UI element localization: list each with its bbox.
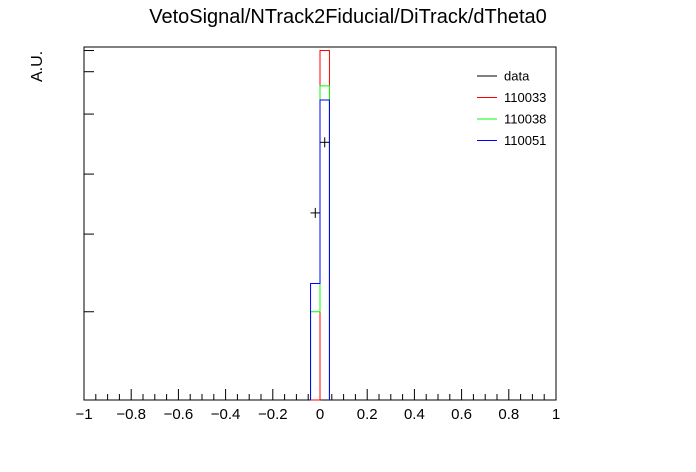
x-tick-label: −0.4 — [211, 406, 241, 423]
legend-label-110038: 110038 — [504, 112, 546, 127]
x-tick-label: −0.8 — [116, 406, 146, 423]
x-tick-label: 0.4 — [404, 406, 425, 423]
chart-title: VetoSignal/NTrack2Fiducial/DiTrack/dThet… — [149, 6, 547, 28]
x-tick-label: 0.8 — [498, 406, 519, 423]
series-110051-step — [310, 99, 330, 400]
legend-label-110051: 110051 — [504, 133, 546, 148]
x-tick-label: −0.6 — [164, 406, 194, 423]
x-tick-label: 0.2 — [357, 406, 378, 423]
x-tick-label: 0.6 — [451, 406, 472, 423]
legend: data 110033 110038 110051 — [477, 69, 546, 148]
x-tick-label: 0 — [316, 406, 324, 423]
legend-label-data: data — [504, 69, 530, 84]
legend-label-110033: 110033 — [504, 90, 546, 105]
x-tick-label: −0.2 — [258, 406, 288, 423]
x-tick-label: −1 — [75, 406, 92, 423]
x-tick-label: 1 — [552, 406, 560, 423]
